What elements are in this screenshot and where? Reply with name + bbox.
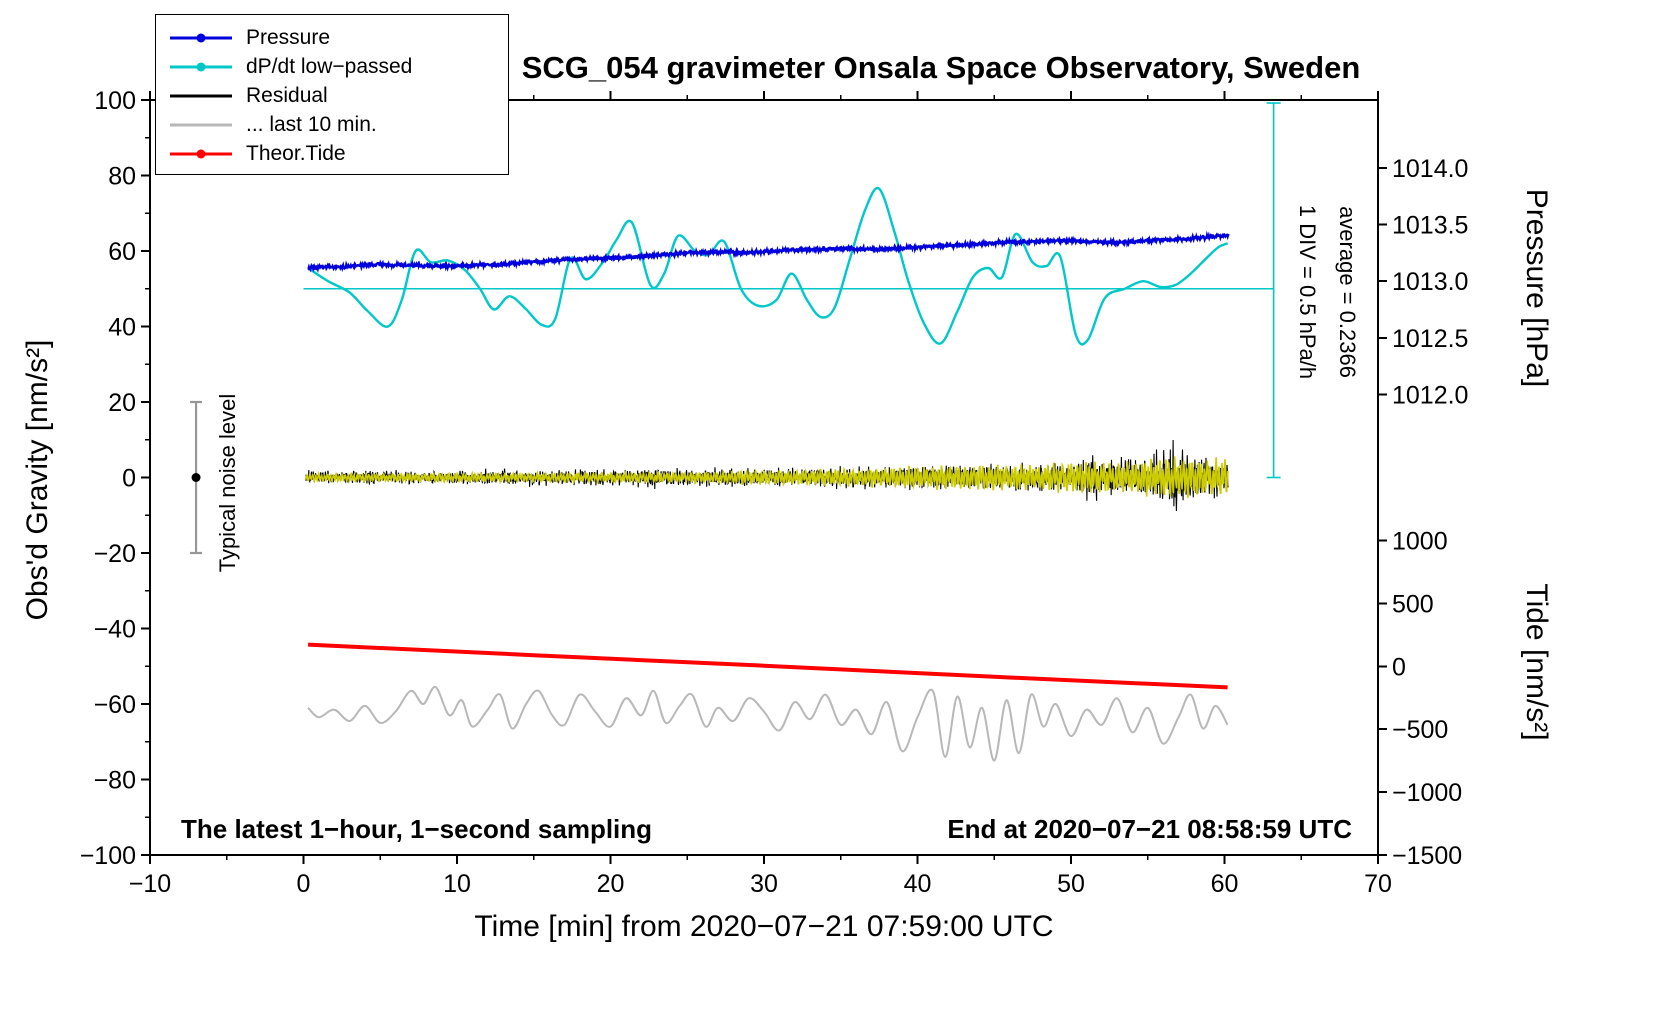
tick-label-x: −10 bbox=[129, 870, 171, 898]
noise-level-marker bbox=[190, 400, 203, 555]
tick-label-pressure: 1013.0 bbox=[1392, 268, 1468, 296]
tick-label-gravity: 60 bbox=[108, 238, 136, 266]
tick-label-gravity: −100 bbox=[80, 842, 136, 870]
tick-label-tide: −1000 bbox=[1392, 779, 1462, 807]
series-residual-smooth bbox=[305, 456, 1229, 498]
legend-item-last10: ... last 10 min. bbox=[156, 110, 508, 139]
legend-swatch-dpdt bbox=[170, 61, 232, 72]
tick-label-tide: 1000 bbox=[1392, 527, 1448, 555]
tick-label-gravity: 0 bbox=[122, 465, 136, 493]
tick-labels: −10 0 10 20 30 40 50 60 70−100−80−60−40−20020406… bbox=[80, 87, 1469, 898]
legend-swatch-residual bbox=[170, 90, 232, 101]
tick-label-tide: −500 bbox=[1392, 716, 1448, 744]
tick-label-pressure: 1013.5 bbox=[1392, 212, 1468, 240]
series-pressure bbox=[307, 230, 1230, 274]
tick-label-gravity: −80 bbox=[94, 767, 136, 795]
tick-label-tide: 500 bbox=[1392, 590, 1434, 618]
tick-label-x: 60 bbox=[1211, 870, 1239, 898]
legend-label: ... last 10 min. bbox=[246, 112, 377, 136]
chart-title: SCG_054 gravimeter Onsala Space Observat… bbox=[521, 50, 1361, 85]
tick-label-gravity: −40 bbox=[94, 616, 136, 644]
legend-item-theor-tide: Theor.Tide bbox=[156, 139, 508, 168]
tick-label-tide: 0 bbox=[1392, 653, 1406, 681]
tick-label-gravity: −20 bbox=[94, 540, 136, 568]
annotation-average: average = 0.2366 bbox=[1335, 206, 1360, 378]
tick-label-gravity: 40 bbox=[108, 314, 136, 342]
note-sampling: The latest 1−hour, 1−second sampling bbox=[181, 814, 653, 844]
tick-label-gravity: 100 bbox=[94, 87, 136, 115]
annotation-div-scale: 1 DIV = 0.5 hPa/h bbox=[1295, 204, 1320, 380]
tick-label-tide: −1500 bbox=[1392, 842, 1462, 870]
tick-label-x: 40 bbox=[904, 870, 932, 898]
note-end-time: End at 2020−07−21 08:58:59 UTC bbox=[947, 814, 1352, 844]
tick-label-pressure: 1012.0 bbox=[1392, 381, 1468, 409]
tick-label-pressure: 1014.0 bbox=[1392, 155, 1468, 183]
y-axis-label-gravity: Obs'd Gravity [nm/s²] bbox=[21, 339, 54, 621]
legend-swatch-theor-tide bbox=[170, 148, 232, 159]
series-last10 bbox=[307, 685, 1229, 762]
tick-label-x: 70 bbox=[1364, 870, 1392, 898]
tick-label-pressure: 1012.5 bbox=[1392, 325, 1468, 353]
series-dpdt bbox=[307, 186, 1229, 346]
x-axis-label: Time [min] from 2020−07−21 07:59:00 UTC bbox=[474, 910, 1054, 943]
tick-label-x: 30 bbox=[750, 870, 778, 898]
legend-swatch-pressure bbox=[170, 32, 232, 43]
legend-label: dP/dt low−passed bbox=[246, 54, 413, 78]
annotation-noise-level: Typical noise level bbox=[215, 393, 240, 573]
series-theor-tide bbox=[308, 642, 1228, 690]
legend-label: Pressure bbox=[246, 25, 331, 49]
tick-label-gravity: −60 bbox=[94, 691, 136, 719]
legend-item-dpdt: dP/dt low−passed bbox=[156, 52, 508, 81]
legend-item-residual: Residual bbox=[156, 81, 508, 110]
tick-label-x: 0 bbox=[297, 870, 311, 898]
dpdt-scalebar bbox=[1266, 102, 1281, 479]
tick-label-gravity: 80 bbox=[108, 163, 136, 191]
legend-item-pressure: Pressure bbox=[156, 23, 508, 52]
legend-label: Residual bbox=[246, 83, 328, 107]
tick-label-x: 20 bbox=[597, 870, 625, 898]
tick-label-x: 50 bbox=[1057, 870, 1085, 898]
tick-label-x: 10 bbox=[443, 870, 471, 898]
legend: Pressure dP/dt low−passed Residual ... l… bbox=[155, 14, 509, 175]
legend-label: Theor.Tide bbox=[246, 141, 346, 165]
y-axis-label-pressure: Pressure [hPa] bbox=[1520, 188, 1553, 388]
tick-label-gravity: 20 bbox=[108, 389, 136, 417]
legend-swatch-last10 bbox=[170, 119, 232, 130]
y-axis-label-tide: Tide [nm/s²] bbox=[1520, 583, 1553, 741]
